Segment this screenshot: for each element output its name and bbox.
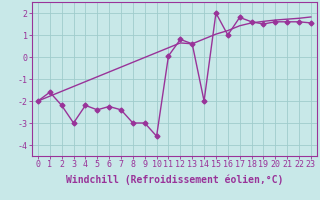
- X-axis label: Windchill (Refroidissement éolien,°C): Windchill (Refroidissement éolien,°C): [66, 175, 283, 185]
